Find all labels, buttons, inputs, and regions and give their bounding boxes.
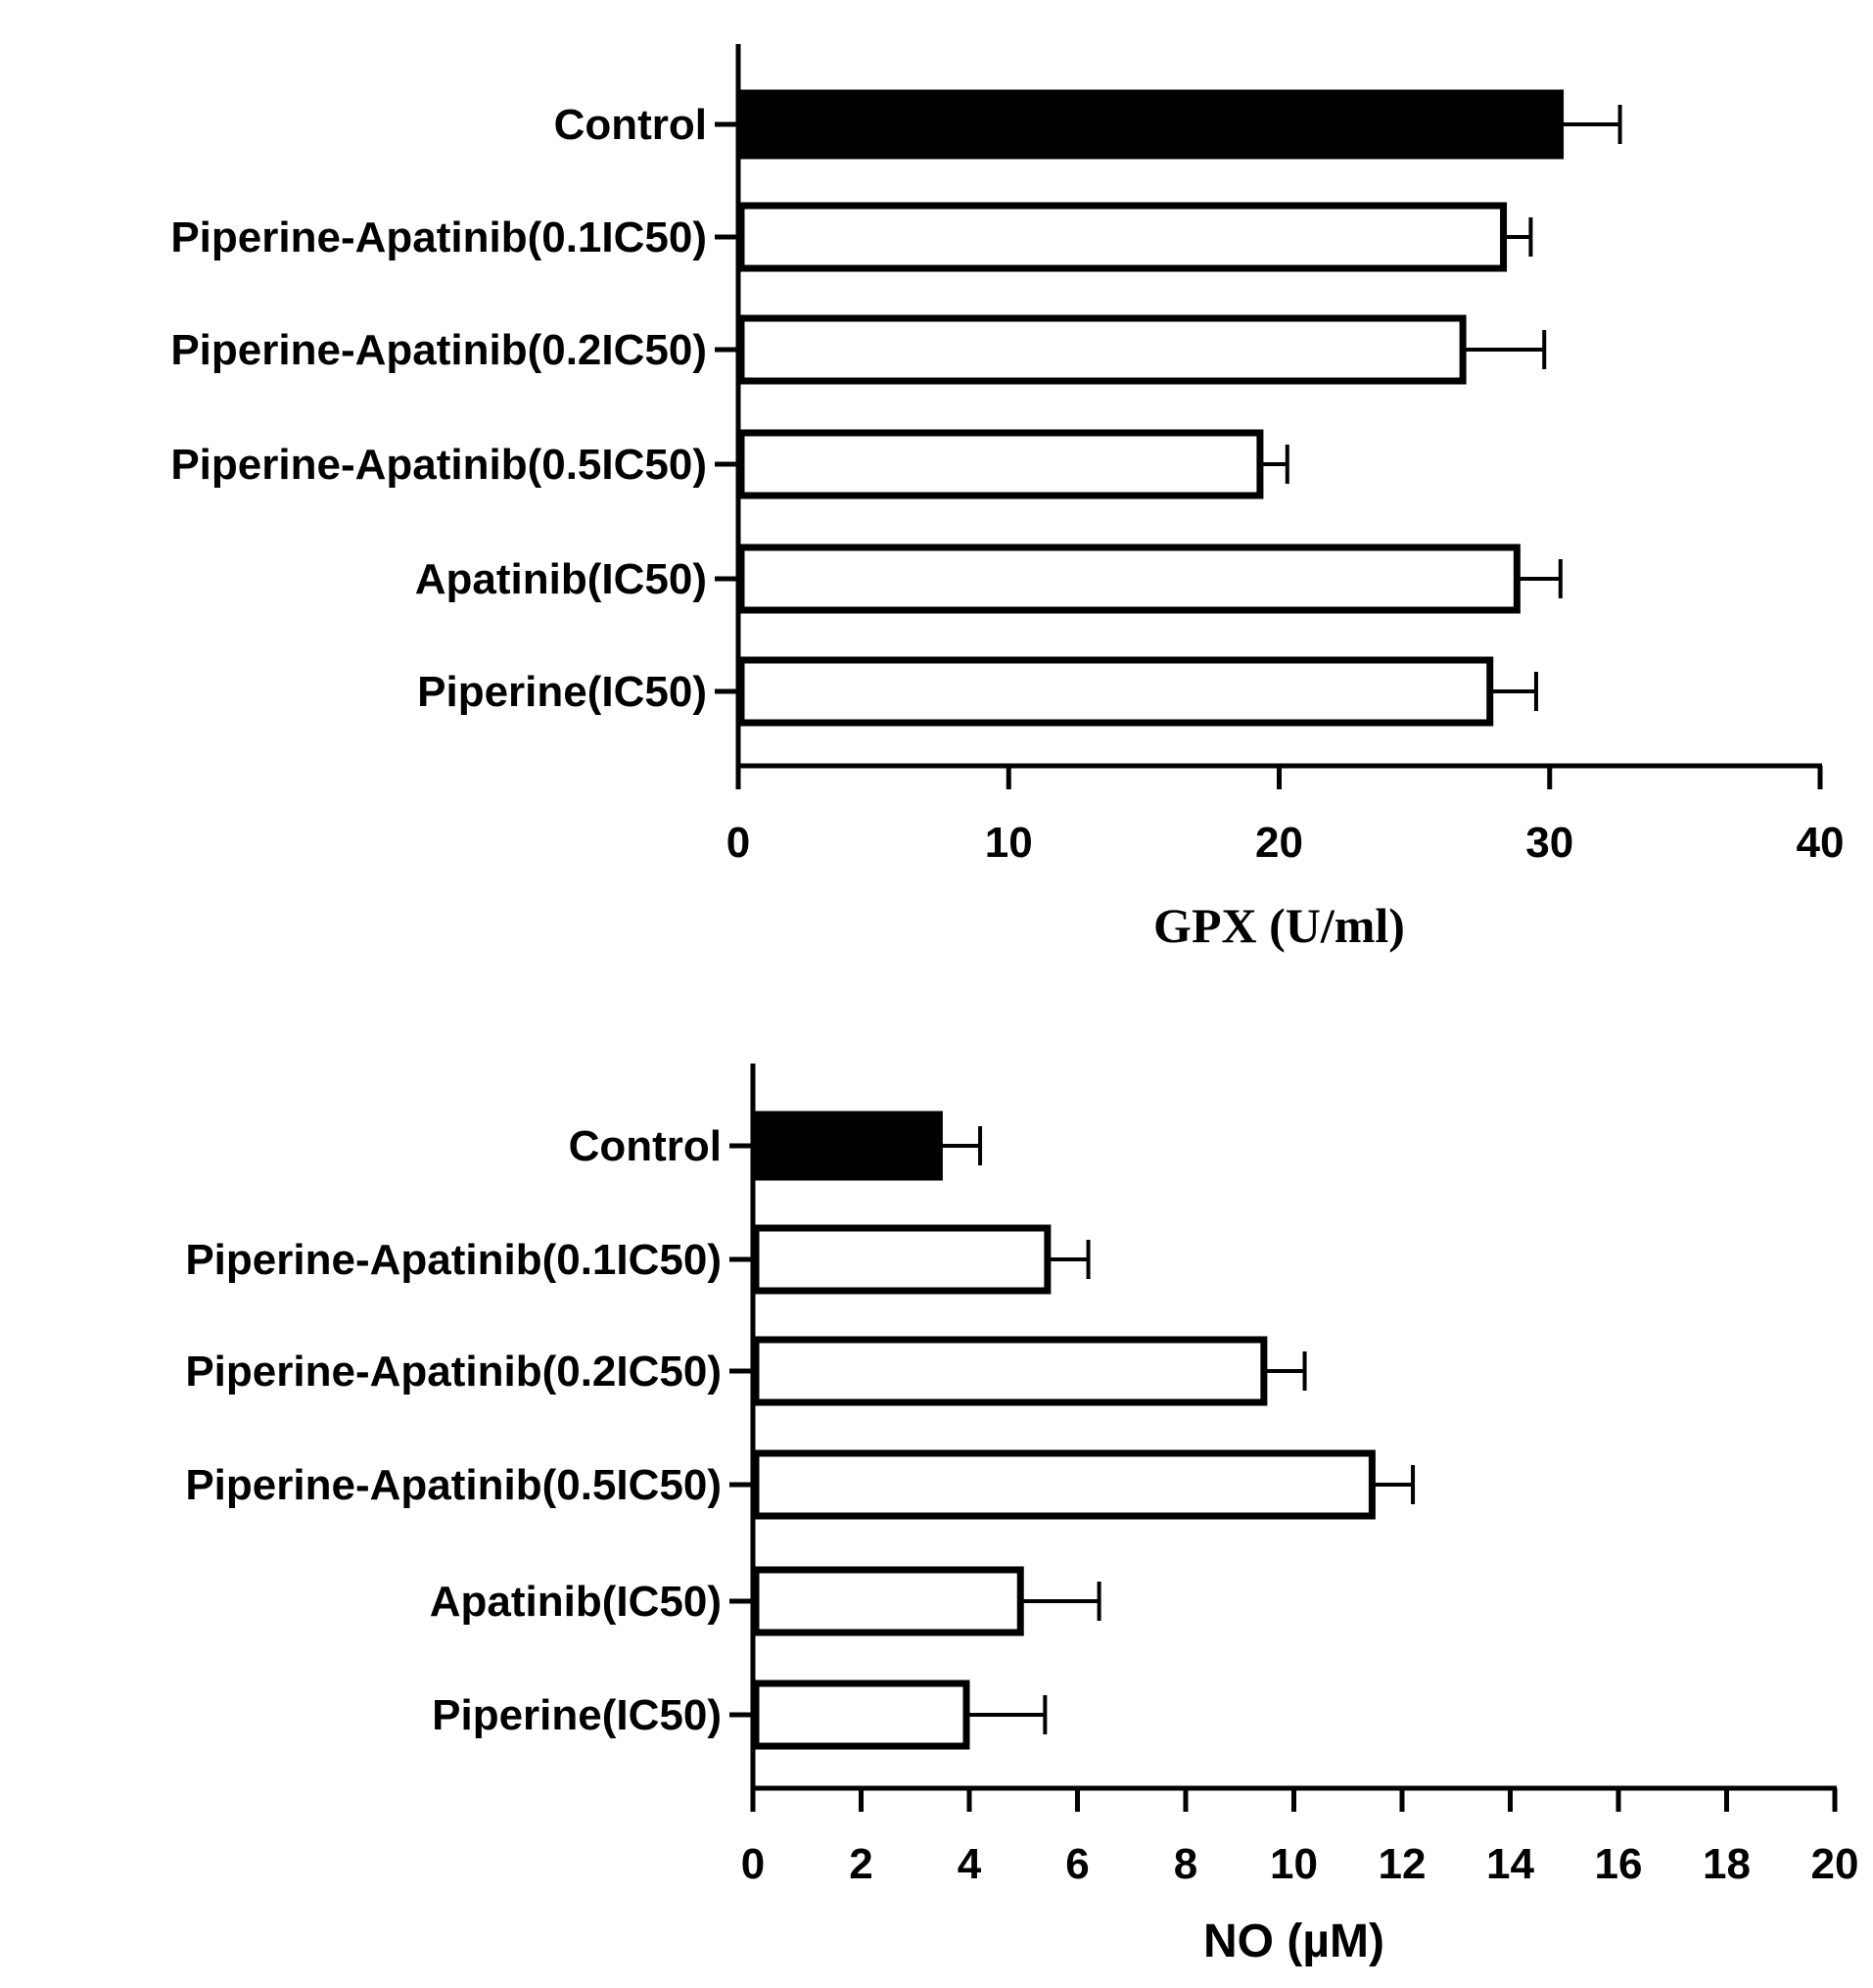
chart-2: 0 2 4 6 8 10 12 14 16 18 20 Control Piperine-Apatini…	[185, 1064, 1858, 1967]
x-axis-label: NO (µM)	[1203, 1916, 1384, 1967]
category-label: Piperine-Apatinib(0.2IC50)	[185, 1348, 722, 1396]
bar	[737, 429, 1264, 499]
x-tick-label: 2	[849, 1840, 872, 1888]
x-tick-label: 8	[1174, 1840, 1197, 1888]
x-tick-label: 18	[1703, 1840, 1751, 1888]
bar	[737, 314, 1467, 385]
x-tick-label: 10	[1270, 1840, 1318, 1888]
category-label: Piperine-Apatinib(0.2IC50)	[170, 326, 707, 374]
bar	[752, 1111, 943, 1181]
x-axis-label: GPX (U/ml)	[1153, 898, 1405, 953]
x-tick-label: 4	[958, 1840, 982, 1888]
x-tick-label: 0	[726, 819, 750, 867]
bar	[737, 656, 1494, 727]
bar	[752, 1566, 1024, 1636]
x-tick-label: 14	[1486, 1840, 1534, 1888]
category-label: Piperine(IC50)	[417, 668, 707, 716]
x-tick-label: 20	[1811, 1840, 1859, 1888]
x-tick-label: 12	[1379, 1840, 1427, 1888]
x-tick-label: 0	[741, 1840, 765, 1888]
x-tick-label: 40	[1797, 819, 1845, 867]
bar	[737, 544, 1521, 614]
category-label: Piperine-Apatinib(0.1IC50)	[170, 213, 707, 261]
category-label: Piperine(IC50)	[432, 1691, 722, 1739]
bar	[752, 1680, 970, 1750]
bar	[752, 1449, 1376, 1520]
chart-1: 0 10 20 30 40 Control Piperine-Apatinib(0.1IC5…	[170, 44, 1844, 953]
x-tick-label: 6	[1065, 1840, 1089, 1888]
x-tick-label: 10	[985, 819, 1033, 867]
x-tick-label: 30	[1525, 819, 1573, 867]
category-label: Control	[554, 101, 707, 149]
category-label: Piperine-Apatinib(0.5IC50)	[185, 1461, 722, 1509]
category-label: Piperine-Apatinib(0.1IC50)	[185, 1236, 722, 1284]
category-label: Apatinib(IC50)	[415, 555, 707, 603]
category-label: Piperine-Apatinib(0.5IC50)	[170, 441, 707, 489]
x-tick-label: 20	[1255, 819, 1303, 867]
category-label: Apatinib(IC50)	[430, 1578, 722, 1626]
x-tick-label: 16	[1595, 1840, 1643, 1888]
bar	[752, 1224, 1052, 1295]
bar	[752, 1336, 1268, 1406]
bar	[737, 89, 1565, 160]
category-label: Control	[569, 1122, 722, 1170]
bar	[737, 202, 1508, 272]
